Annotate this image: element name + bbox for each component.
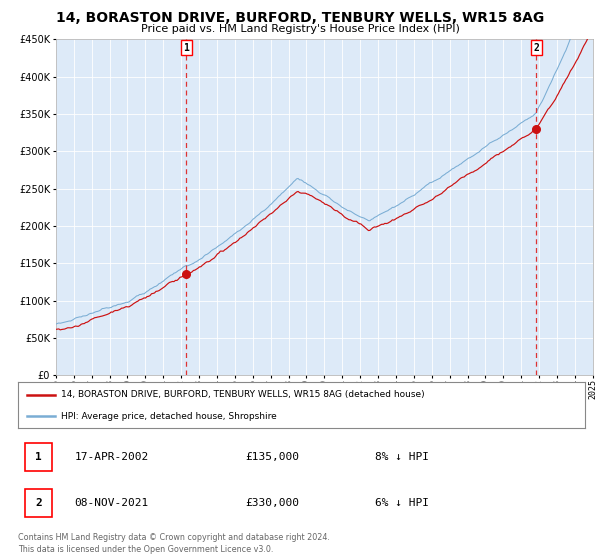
Text: 14, BORASTON DRIVE, BURFORD, TENBURY WELLS, WR15 8AG (detached house): 14, BORASTON DRIVE, BURFORD, TENBURY WEL… — [61, 390, 424, 399]
Text: 17-APR-2002: 17-APR-2002 — [75, 452, 149, 462]
Text: 6% ↓ HPI: 6% ↓ HPI — [375, 498, 429, 508]
Text: £330,000: £330,000 — [245, 498, 299, 508]
Text: 14, BORASTON DRIVE, BURFORD, TENBURY WELLS, WR15 8AG: 14, BORASTON DRIVE, BURFORD, TENBURY WEL… — [56, 11, 544, 25]
Text: 08-NOV-2021: 08-NOV-2021 — [75, 498, 149, 508]
FancyBboxPatch shape — [25, 489, 52, 517]
Text: HPI: Average price, detached house, Shropshire: HPI: Average price, detached house, Shro… — [61, 412, 276, 421]
Text: 1: 1 — [35, 452, 42, 462]
FancyBboxPatch shape — [25, 444, 52, 471]
Text: 8% ↓ HPI: 8% ↓ HPI — [375, 452, 429, 462]
Text: £135,000: £135,000 — [245, 452, 299, 462]
Text: Price paid vs. HM Land Registry's House Price Index (HPI): Price paid vs. HM Land Registry's House … — [140, 24, 460, 34]
Text: 2: 2 — [35, 498, 42, 508]
Text: This data is licensed under the Open Government Licence v3.0.: This data is licensed under the Open Gov… — [18, 545, 274, 554]
Text: Contains HM Land Registry data © Crown copyright and database right 2024.: Contains HM Land Registry data © Crown c… — [18, 533, 330, 542]
Text: 2: 2 — [533, 43, 539, 53]
Text: 1: 1 — [184, 43, 189, 53]
